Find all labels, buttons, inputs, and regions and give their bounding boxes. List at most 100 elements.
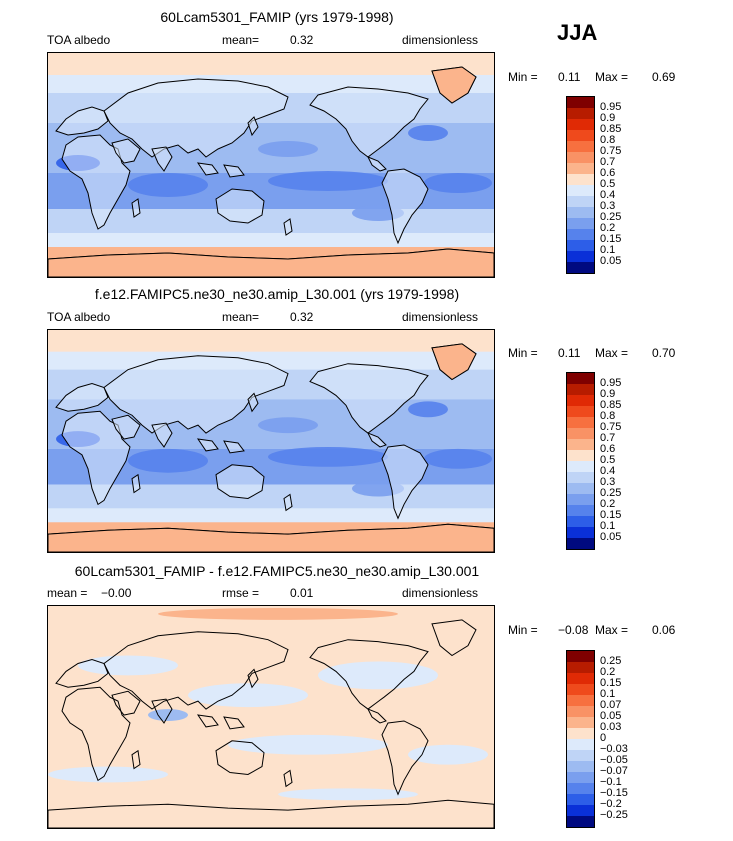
coastline — [215, 188, 265, 224]
colorbar-swatch — [567, 516, 594, 527]
panel-2-map-svg — [48, 330, 494, 552]
colorbar-swatch — [567, 130, 594, 141]
field-blob — [278, 788, 418, 801]
coastline — [151, 146, 173, 172]
field-blob — [408, 125, 448, 141]
colorbar-tick-label: 0.5 — [600, 178, 616, 190]
colorbar-swatch — [567, 783, 594, 794]
colorbar-tick-label: −0.15 — [600, 787, 628, 799]
field-blob — [318, 661, 438, 690]
coastline — [111, 138, 141, 164]
panel-3-map — [47, 605, 495, 829]
colorbar-swatch — [567, 483, 594, 494]
coastline — [366, 156, 387, 172]
coastline — [309, 639, 429, 710]
colorbar-tick-label: −0.1 — [600, 776, 622, 788]
colorbar-swatch — [567, 417, 594, 428]
colorbar-tick-label: 0.4 — [600, 465, 616, 477]
colorbar-swatch — [567, 185, 594, 196]
colorbar-swatch — [567, 816, 594, 827]
coastline — [103, 631, 289, 710]
field-band — [48, 233, 494, 247]
field-blob — [258, 417, 318, 434]
colorbar-tick-label: 0.1 — [600, 520, 616, 532]
colorbar-swatch — [567, 805, 594, 816]
colorbar-swatch — [567, 108, 594, 119]
panel-3-units: dimensionless — [402, 586, 479, 600]
coastline — [196, 162, 219, 176]
coastline — [215, 740, 265, 775]
colorbar-swatch — [567, 695, 594, 706]
colorbar-tick-label: 0.9 — [600, 112, 616, 124]
colorbar-tick-label: 0 — [600, 732, 607, 744]
colorbar-swatch — [567, 119, 594, 130]
colorbar-tick-label: 0.75 — [600, 145, 622, 157]
panel-1-min-value: 0.11 — [558, 70, 581, 84]
panel-3-min-value: −0.08 — [558, 623, 589, 637]
panel-1-mean-label: mean= — [222, 33, 260, 47]
panel-2-min-value: 0.11 — [558, 346, 581, 360]
colorbar-tick-label: 0.8 — [600, 134, 616, 146]
colorbar-tick-label: 0.05 — [600, 710, 622, 722]
colorbar-swatch — [567, 174, 594, 185]
coastline — [381, 168, 429, 245]
colorbar-tick-label: −0.05 — [600, 754, 628, 766]
coastline — [309, 86, 429, 158]
coastline — [61, 134, 131, 230]
panel-2-mean-label: mean= — [222, 310, 260, 324]
field-blob — [128, 173, 208, 197]
coastline — [223, 440, 245, 454]
colorbar-tick-label: −0.07 — [600, 765, 628, 777]
colorbar-swatch — [567, 538, 594, 549]
colorbar-swatch — [567, 505, 594, 516]
panel-3-rmse-label: rmse = — [222, 586, 260, 600]
coastline — [366, 708, 387, 724]
panel-3-min-label: Min = — [508, 623, 538, 637]
panel-1-map — [47, 52, 495, 278]
colorbar-swatch — [567, 750, 594, 761]
field-blob — [408, 744, 488, 765]
coastline — [247, 392, 259, 413]
field-blob — [128, 448, 208, 473]
field-blob — [424, 173, 492, 193]
colorbar-tick-label: 0.95 — [600, 377, 622, 389]
field-blob — [268, 446, 388, 467]
coastline — [111, 690, 141, 716]
colorbar-tick-label: 0.8 — [600, 410, 616, 422]
field-band — [48, 209, 494, 233]
panel-2-title: f.e12.FAMIPC5.ne30_ne30.amip_L30.001 (yr… — [94, 286, 460, 302]
colorbar-swatch — [567, 163, 594, 174]
coastline — [381, 720, 429, 796]
coastline-antarctica — [48, 523, 494, 552]
panel-1-variable: TOA albedo — [47, 33, 111, 47]
colorbar-swatch — [567, 428, 594, 439]
colorbar-swatch — [567, 373, 594, 384]
coastline — [61, 686, 131, 782]
coastline — [366, 432, 387, 448]
field-blob — [268, 171, 388, 191]
colorbar-swatch — [567, 229, 594, 240]
panel-2-min-label: Min = — [508, 346, 538, 360]
field-blob — [258, 141, 318, 157]
coastline — [131, 749, 141, 770]
coastline — [131, 473, 141, 494]
colorbar-tick-label: 0.1 — [600, 688, 616, 700]
coastline — [196, 438, 219, 452]
field-blob — [78, 655, 178, 676]
coastline — [151, 422, 173, 448]
coastline — [111, 414, 141, 440]
coastline-greenland — [431, 343, 477, 381]
colorbar-swatch — [567, 240, 594, 251]
coastline — [196, 714, 219, 728]
colorbar-tick-label: 0.2 — [600, 498, 616, 510]
field-band — [48, 53, 494, 75]
colorbar-swatch — [567, 384, 594, 395]
colorbar-tick-label: 0.05 — [600, 531, 622, 543]
coastline — [48, 799, 494, 828]
colorbar-swatch — [567, 527, 594, 538]
panel-1-title: 60Lcam5301_FAMIP (yrs 1979-1998) — [160, 9, 394, 25]
colorbar-swatch — [567, 706, 594, 717]
colorbar-swatch — [567, 728, 594, 739]
colorbar-tick-label: 0.15 — [600, 509, 622, 521]
field-blob — [188, 683, 308, 708]
